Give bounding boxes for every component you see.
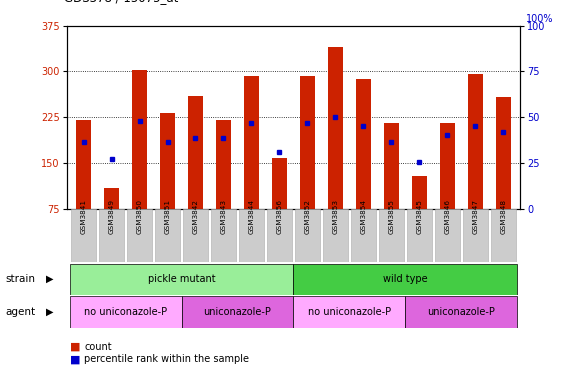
Bar bbox=[411, 176, 427, 209]
Text: GSM3855: GSM3855 bbox=[388, 199, 394, 234]
Bar bbox=[188, 96, 203, 209]
Text: percentile rank within the sample: percentile rank within the sample bbox=[84, 354, 249, 365]
Bar bbox=[351, 209, 376, 262]
Bar bbox=[293, 296, 406, 328]
Bar bbox=[490, 209, 516, 262]
Bar bbox=[293, 264, 517, 295]
Text: 100%: 100% bbox=[526, 14, 553, 24]
Text: no uniconazole-P: no uniconazole-P bbox=[84, 307, 167, 317]
Bar bbox=[323, 209, 348, 262]
Text: wild type: wild type bbox=[383, 274, 428, 284]
Bar bbox=[99, 209, 124, 262]
Bar bbox=[356, 79, 371, 209]
Bar bbox=[76, 120, 91, 209]
Text: strain: strain bbox=[6, 274, 36, 284]
Bar bbox=[70, 296, 181, 328]
Bar bbox=[272, 158, 287, 209]
Bar bbox=[468, 74, 483, 209]
Text: no uniconazole-P: no uniconazole-P bbox=[308, 307, 391, 317]
Text: GSM3853: GSM3853 bbox=[332, 199, 338, 234]
Text: GSM3847: GSM3847 bbox=[472, 199, 478, 234]
Text: GSM3841: GSM3841 bbox=[81, 199, 87, 234]
Text: ▶: ▶ bbox=[46, 274, 53, 284]
Bar bbox=[183, 209, 208, 262]
Bar bbox=[181, 296, 293, 328]
Bar bbox=[496, 97, 511, 209]
Bar bbox=[71, 209, 96, 262]
Text: ▶: ▶ bbox=[46, 307, 53, 317]
Text: GSM3850: GSM3850 bbox=[137, 199, 142, 234]
Text: GSM3845: GSM3845 bbox=[417, 199, 422, 234]
Bar bbox=[435, 209, 460, 262]
Bar bbox=[160, 113, 175, 209]
Text: pickle mutant: pickle mutant bbox=[148, 274, 216, 284]
Bar bbox=[406, 296, 517, 328]
Text: uniconazole-P: uniconazole-P bbox=[427, 307, 495, 317]
Bar bbox=[267, 209, 292, 262]
Bar bbox=[383, 123, 399, 209]
Text: agent: agent bbox=[6, 307, 36, 317]
Bar bbox=[407, 209, 432, 262]
Text: GSM3851: GSM3851 bbox=[164, 199, 170, 234]
Bar bbox=[440, 123, 455, 209]
Bar bbox=[239, 209, 264, 262]
Bar bbox=[328, 47, 343, 209]
Text: GSM3842: GSM3842 bbox=[192, 199, 199, 234]
Text: GSM3843: GSM3843 bbox=[220, 199, 227, 234]
Bar bbox=[211, 209, 236, 262]
Bar bbox=[70, 264, 293, 295]
Text: GSM3849: GSM3849 bbox=[109, 199, 114, 234]
Text: GSM3846: GSM3846 bbox=[444, 199, 450, 234]
Bar bbox=[132, 70, 147, 209]
Text: uniconazole-P: uniconazole-P bbox=[203, 307, 271, 317]
Text: ■: ■ bbox=[70, 354, 80, 365]
Text: GSM3856: GSM3856 bbox=[277, 199, 282, 234]
Text: GSM3844: GSM3844 bbox=[249, 199, 254, 234]
Bar bbox=[244, 76, 259, 209]
Text: GSM3852: GSM3852 bbox=[304, 199, 310, 234]
Bar bbox=[300, 76, 315, 209]
Bar bbox=[127, 209, 152, 262]
Bar bbox=[216, 120, 231, 209]
Bar bbox=[295, 209, 320, 262]
Bar bbox=[379, 209, 404, 262]
Text: count: count bbox=[84, 341, 112, 352]
Text: ■: ■ bbox=[70, 341, 80, 352]
Text: GSM3854: GSM3854 bbox=[360, 199, 367, 234]
Bar bbox=[155, 209, 180, 262]
Bar bbox=[104, 188, 119, 209]
Bar bbox=[462, 209, 488, 262]
Text: GSM3848: GSM3848 bbox=[500, 199, 506, 234]
Text: GDS378 / 15075_at: GDS378 / 15075_at bbox=[64, 0, 178, 4]
